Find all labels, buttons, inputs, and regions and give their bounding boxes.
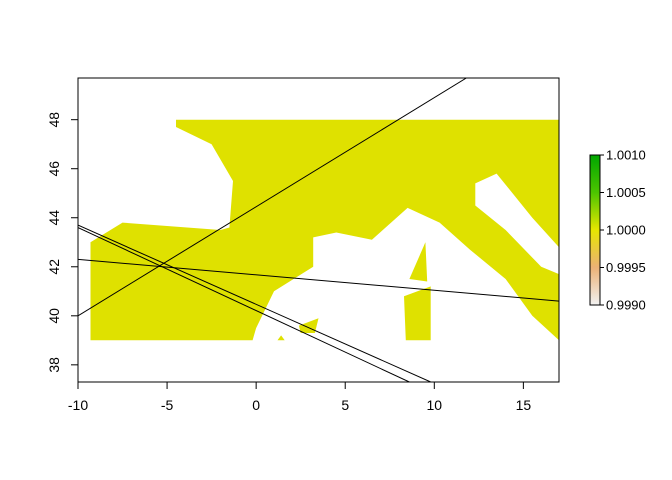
island-raster-2 — [298, 318, 319, 333]
x-tick-label-3: 5 — [341, 397, 349, 413]
overlay-line-2 — [78, 224, 431, 382]
x-tick-label-4: 10 — [427, 397, 443, 413]
y-tick-label-2: 42 — [46, 259, 62, 275]
x-tick-label-0: -10 — [68, 397, 88, 413]
y-tick-label-5: 48 — [46, 112, 62, 128]
legend-label-0: 1.0010 — [606, 148, 646, 163]
plot-frame — [77, 77, 560, 383]
overlay-line-3 — [78, 227, 410, 382]
line-overlays — [78, 78, 559, 382]
island-raster-0 — [404, 286, 431, 341]
x-axis: -10 -5 0 5 10 15 — [68, 382, 531, 413]
y-tick-label-3: 44 — [46, 210, 62, 226]
y-tick-label-1: 40 — [46, 308, 62, 324]
legend-label-4: 0.9990 — [606, 298, 646, 313]
legend-label-3: 0.9995 — [606, 260, 646, 275]
x-tick-label-5: 15 — [516, 397, 532, 413]
y-axis: 38 40 42 44 46 48 — [46, 112, 78, 373]
y-tick-label-0: 38 — [46, 357, 62, 373]
x-tick-label-2: 0 — [252, 397, 260, 413]
legend-label-2: 1.0000 — [606, 223, 646, 238]
legend-label-1: 1.0005 — [606, 185, 646, 200]
y-tick-label-4: 46 — [46, 161, 62, 177]
legend-bar — [589, 154, 601, 306]
color-legend: 1.0010 1.0005 1.0000 0.9995 0.9990 — [589, 148, 646, 313]
overlay-line-0 — [78, 78, 467, 317]
x-tick-label-1: -5 — [161, 397, 174, 413]
raster-map — [90, 119, 559, 341]
land-raster — [90, 119, 559, 341]
overlay-line-1 — [78, 258, 559, 302]
island-raster-3 — [277, 335, 285, 341]
island-raster-1 — [409, 242, 428, 282]
